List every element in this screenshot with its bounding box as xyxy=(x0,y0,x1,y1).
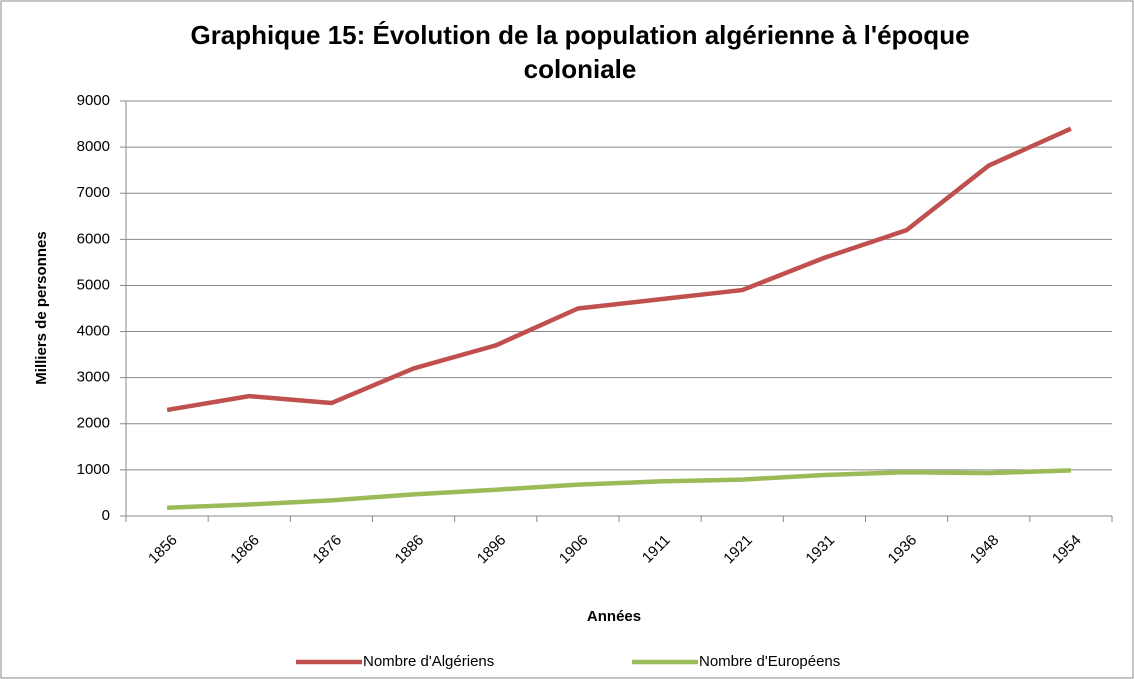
y-tick-label: 8000 xyxy=(77,138,110,155)
chart-title: Graphique 15: Évolution de la population… xyxy=(190,20,970,84)
series-line xyxy=(166,126,1072,413)
legend-label: Nombre d'Européens xyxy=(699,653,840,670)
y-tick-label: 2000 xyxy=(77,415,110,432)
y-tick-label: 9000 xyxy=(77,92,110,109)
y-tick-label: 3000 xyxy=(77,369,110,386)
y-tick-label: 4000 xyxy=(77,323,110,340)
y-tick-label: 5000 xyxy=(77,276,110,293)
series-line xyxy=(166,468,1071,510)
y-tick-label: 1000 xyxy=(77,461,110,478)
x-axis-label: Années xyxy=(587,608,641,625)
y-tick-label: 0 xyxy=(102,507,110,524)
y-axis-label: Milliers de personnes xyxy=(33,231,50,384)
y-tick-label: 6000 xyxy=(77,230,110,247)
y-tick-label: 7000 xyxy=(77,184,110,201)
legend-label: Nombre d'Algériens xyxy=(363,653,494,670)
